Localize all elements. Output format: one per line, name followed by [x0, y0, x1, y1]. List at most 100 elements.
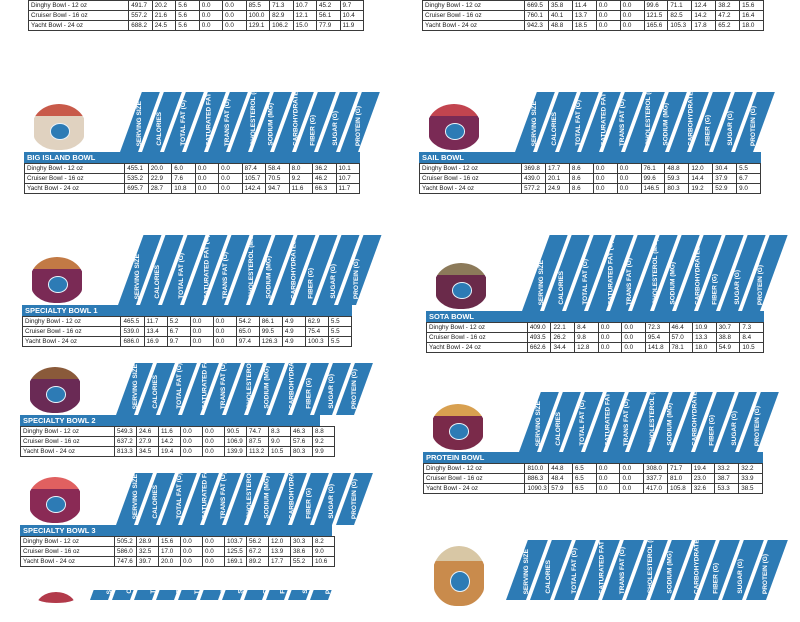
nutrition-value-cell: 439.0: [521, 173, 546, 184]
nutrition-value-cell: 0.0: [198, 20, 224, 31]
nutrition-value-cell: 7.3: [739, 322, 764, 333]
column-header-label: SATURATED FAT (g): [175, 590, 177, 594]
serving-size-cell: Dinghy Bowl - 12 oz: [426, 322, 528, 333]
nutrition-value-cell: 81.0: [666, 473, 692, 484]
nutrition-value-cell: 369.8: [521, 163, 546, 174]
column-header-cell: CALORIES: [112, 590, 134, 600]
nutrition-value-cell: 142.4: [241, 183, 267, 194]
column-header-label: SATURATED FAT (g): [205, 92, 213, 146]
table-row: Cruiser Bowl - 16 oz 493.5 26.2 9.8 0.0 0.0 95…: [426, 332, 764, 343]
column-header-row: SERVING SIZE CALORIES TOTAL FAT (g) SATURAT…: [22, 235, 382, 305]
nutrition-value-cell: 662.6: [526, 342, 552, 353]
nutrition-value-cell: 8.8: [312, 426, 335, 437]
column-header-label: FIBER (g): [704, 115, 712, 146]
table-row: Yacht Bowl - 24 oz 813.3 34.5 19.4 0.0 0.0 139…: [20, 446, 335, 457]
nutrition-value-cell: 34.4: [550, 342, 576, 353]
nutrition-value-cell: 19.4: [690, 463, 716, 474]
nutrition-value-cell: 125.5: [224, 546, 247, 557]
nutrition-value-cell: 46.2: [312, 173, 337, 184]
nutrition-value-cell: 0.0: [218, 183, 243, 194]
nutrition-value-cell: 0.0: [619, 20, 645, 31]
column-header-label: PROTEIN (g): [761, 553, 769, 594]
nutrition-table: Dinghy Bowl - 12 oz 409.0 22.1 8.4 0.0 0.0 72.…: [426, 322, 764, 353]
nutrition-value-cell: 0.0: [180, 546, 203, 557]
nutrition-value-cell: 15.6: [739, 0, 764, 11]
column-header-label: SATURATED FAT (g): [201, 473, 209, 519]
column-header-label: FIBER (g): [708, 415, 716, 446]
column-header-label: SUGAR (g): [302, 590, 309, 594]
nutrition-value-cell: 13.9: [268, 546, 291, 557]
nutrition-value-cell: 80.3: [290, 446, 313, 457]
nutrition-value-cell: 12.4: [691, 0, 717, 11]
column-header-label: CARBOHYDRATES: [691, 392, 699, 446]
nutrition-value-cell: 62.9: [304, 316, 329, 327]
nutrition-table: Dinghy Bowl - 12 oz 491.7 20.2 5.6 0.0 0.0 85.…: [27, 0, 364, 31]
nutrition-value-cell: 38.8: [715, 332, 741, 343]
nutrition-value-cell: 106.9: [224, 436, 247, 447]
column-header-label: TRANS FAT (g): [619, 98, 627, 146]
nutrition-value-cell: 9.2: [288, 173, 314, 184]
column-header-label: TRANS FAT (g): [623, 398, 631, 446]
nutrition-value-cell: 10.7: [292, 0, 318, 11]
nutrition-table: Dinghy Bowl - 12 oz 465.5 11.7 5.2 0.0 0.0 54.…: [21, 316, 353, 347]
nutrition-value-cell: 38.2: [715, 0, 741, 11]
column-header-label: PROTEIN (g): [352, 258, 360, 299]
table-row: Cruiser Bowl - 16 oz 539.0 13.4 6.7 0.0 0.0 65…: [21, 326, 353, 337]
column-header-label: TOTAL FAT (g): [178, 253, 186, 299]
column-header-label: CARBOHYDRATES: [694, 245, 702, 305]
bowl-title: SOTA BOWL: [426, 311, 764, 322]
nutrition-value-cell: 74.7: [246, 426, 269, 437]
nutrition-value-cell: 0.0: [218, 173, 243, 184]
nutrition-value-cell: 0.0: [212, 326, 237, 337]
nutrition-value-cell: 4.9: [281, 326, 306, 337]
nutrition-value-cell: 747.6: [114, 556, 137, 567]
column-header-label: SUGAR (g): [726, 111, 734, 146]
nutrition-value-cell: 94.7: [265, 183, 290, 194]
nutrition-value-cell: 0.0: [597, 332, 623, 343]
nutrition-value-cell: 15.6: [158, 536, 181, 547]
nutrition-value-cell: 10.7: [335, 173, 360, 184]
nutrition-value-cell: 9.9: [312, 446, 335, 457]
column-header-row: SERVING SIZE CALORIES TOTAL FAT (g) SATURAT…: [24, 92, 380, 152]
nutrition-value-cell: 65.0: [235, 326, 260, 337]
bowl-image: [28, 367, 82, 413]
column-header-label: SERVING SIZE: [131, 363, 139, 409]
nutrition-value-cell: 6.7: [166, 326, 191, 337]
nutrition-value-cell: 760.1: [524, 10, 549, 21]
nutrition-value-cell: 813.3: [114, 446, 137, 457]
nutrition-value-cell: 36.2: [312, 163, 337, 174]
nutrition-value-cell: 12.0: [268, 536, 291, 547]
nutrition-value-cell: 121.5: [643, 10, 669, 21]
column-header-label: CHOLESTEROL (mg): [646, 540, 654, 594]
nutrition-value-cell: 103.7: [224, 536, 247, 547]
column-header-label: FIBER (g): [305, 488, 313, 519]
column-header-label: CALORIES: [557, 271, 565, 305]
nutrition-value-cell: 0.0: [202, 546, 225, 557]
column-header-label: TOTAL FAT (g): [575, 100, 583, 146]
bowl-title: SPECIALTY BOWL 2: [20, 415, 320, 426]
nutrition-value-cell: 0.0: [595, 10, 621, 21]
column-header-label: CALORIES: [550, 112, 558, 146]
nutrition-value-cell: 17.7: [544, 163, 570, 174]
column-header-label: SUGAR (g): [327, 484, 335, 519]
nutrition-value-cell: 695.7: [124, 183, 149, 194]
nutrition-value-cell: 32.5: [136, 546, 159, 557]
nutrition-value-cell: 0.0: [202, 536, 225, 547]
nutrition-value-cell: 30.7: [715, 322, 741, 333]
column-header-label: PROTEIN (g): [749, 105, 757, 146]
nutrition-value-cell: 56.1: [316, 10, 341, 21]
nutrition-value-cell: 0.0: [198, 0, 224, 11]
column-header-label: FIBER (g): [712, 563, 720, 594]
nutrition-value-cell: 18.0: [739, 20, 764, 31]
nutrition-value-cell: 0.0: [619, 0, 645, 11]
nutrition-value-cell: 105.3: [667, 20, 693, 31]
nutrition-value-cell: 0.0: [595, 463, 621, 474]
serving-size-cell: Cruiser Bowl - 16 oz: [21, 326, 122, 337]
nutrition-value-cell: 491.7: [128, 0, 153, 11]
nutrition-value-cell: 6.0: [171, 163, 196, 174]
nutrition-value-cell: 8.6: [568, 163, 594, 174]
nutrition-value-cell: 337.7: [643, 473, 668, 484]
column-header-label: CALORIES: [153, 265, 161, 299]
nutrition-value-cell: 126.3: [258, 336, 283, 347]
nutrition-value-cell: 72.3: [644, 322, 670, 333]
